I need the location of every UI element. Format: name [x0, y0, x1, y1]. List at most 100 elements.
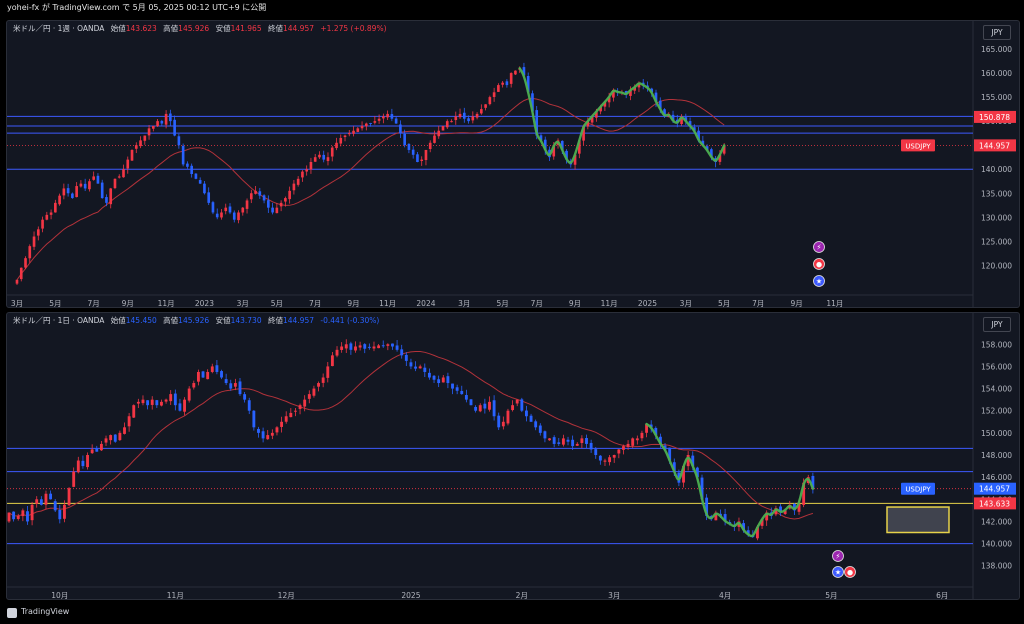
- level-badge: [974, 110, 1016, 123]
- candle: [515, 399, 519, 404]
- candle: [391, 343, 394, 347]
- candle: [478, 405, 482, 412]
- currency-button[interactable]: JPY: [983, 317, 1011, 332]
- candle: [469, 399, 473, 406]
- candle: [454, 116, 458, 121]
- candle: [446, 376, 450, 384]
- candle: [164, 113, 168, 125]
- candle: [571, 439, 575, 447]
- candle: [381, 345, 385, 347]
- y-tick-label: 140.000: [981, 540, 1012, 549]
- candle: [41, 219, 44, 229]
- candle: [582, 125, 585, 141]
- candle: [104, 438, 108, 443]
- high-value: 145.926: [178, 316, 210, 325]
- event-lightning-icon-glyph: ⚡: [817, 244, 822, 252]
- event-japan-flag-icon-glyph: ●: [847, 569, 853, 577]
- daily-chart-canvas[interactable]: 158.000 156.000 154.000 152.000 150.000 148.0…: [7, 313, 1019, 599]
- candle: [322, 154, 326, 160]
- candle: [697, 130, 700, 141]
- x-tick-label: 3月: [608, 591, 620, 599]
- candle: [705, 497, 709, 516]
- candle: [566, 439, 570, 442]
- candle: [501, 421, 505, 427]
- candle: [654, 427, 658, 436]
- candle: [373, 121, 377, 123]
- daily-chart-pane[interactable]: 158.000 156.000 154.000 152.000 150.000 148.0…: [6, 312, 1020, 600]
- candle: [460, 390, 464, 395]
- weekly-symbol: 米ドル／円 · 1週 · OANDA: [13, 24, 105, 33]
- x-tick-label: 5月: [271, 299, 283, 307]
- candle: [169, 113, 172, 122]
- candle: [509, 73, 513, 84]
- close-value: 144.957: [282, 24, 314, 33]
- candle: [275, 427, 279, 433]
- x-tick-label: 5月: [49, 299, 61, 307]
- candle: [169, 394, 173, 402]
- candle: [629, 89, 632, 96]
- candle: [206, 371, 210, 380]
- candle: [663, 445, 667, 450]
- candle: [95, 448, 99, 452]
- candle: [72, 471, 76, 487]
- candle: [684, 117, 688, 122]
- candle: [802, 482, 806, 505]
- high-label: 高値: [163, 316, 179, 325]
- candle: [26, 511, 29, 522]
- y-tick-label: 146.000: [981, 473, 1012, 482]
- candle: [420, 159, 424, 162]
- candle: [455, 387, 459, 391]
- candle: [194, 173, 198, 179]
- candle: [257, 428, 260, 433]
- candle: [233, 383, 237, 387]
- candle: [155, 400, 159, 406]
- candle: [280, 421, 284, 427]
- candle: [305, 169, 309, 172]
- candle: [464, 395, 468, 400]
- currency-button[interactable]: JPY: [983, 25, 1011, 40]
- candle: [658, 100, 662, 110]
- event-us-flag-icon: [832, 566, 844, 578]
- candle: [529, 415, 533, 422]
- candle: [83, 183, 87, 189]
- candle: [160, 120, 164, 124]
- weekly-chart-canvas[interactable]: 165.000160.000155.000150.000145.000140.0…: [7, 21, 1019, 307]
- price-badge: [974, 139, 1016, 152]
- candle: [330, 355, 334, 367]
- x-tick-label: 11月: [826, 299, 843, 307]
- candle: [390, 114, 394, 119]
- candle: [377, 118, 381, 121]
- candle: [585, 437, 588, 444]
- y-tick-label: 150.000: [981, 429, 1012, 438]
- candle: [307, 394, 311, 399]
- candle: [535, 110, 539, 136]
- open-value: 145.450: [125, 316, 157, 325]
- candle: [565, 150, 568, 160]
- candle: [589, 442, 593, 450]
- target-zone-box: [886, 506, 950, 534]
- candle: [139, 140, 142, 147]
- y-tick-label: 120.000: [981, 261, 1012, 270]
- candle: [232, 212, 236, 220]
- candle: [765, 512, 769, 521]
- candle: [160, 401, 163, 406]
- event-lightning-icon: [813, 241, 825, 253]
- candle: [526, 75, 530, 93]
- candle: [458, 113, 462, 118]
- candle: [414, 366, 417, 369]
- candle: [608, 457, 612, 463]
- candle: [622, 446, 625, 450]
- x-tick-label: 4月: [719, 591, 731, 599]
- candle: [557, 442, 561, 444]
- x-tick-label: 9月: [569, 299, 581, 307]
- candle: [599, 106, 602, 112]
- candle: [186, 163, 189, 167]
- candle: [594, 449, 598, 455]
- low-value: 141.965: [230, 24, 262, 33]
- candle: [382, 116, 385, 119]
- candle: [54, 202, 57, 213]
- candle: [44, 493, 48, 505]
- weekly-chart-pane[interactable]: 165.000160.000155.000150.000145.000140.0…: [6, 20, 1020, 308]
- candle: [352, 130, 355, 134]
- candle: [267, 200, 270, 208]
